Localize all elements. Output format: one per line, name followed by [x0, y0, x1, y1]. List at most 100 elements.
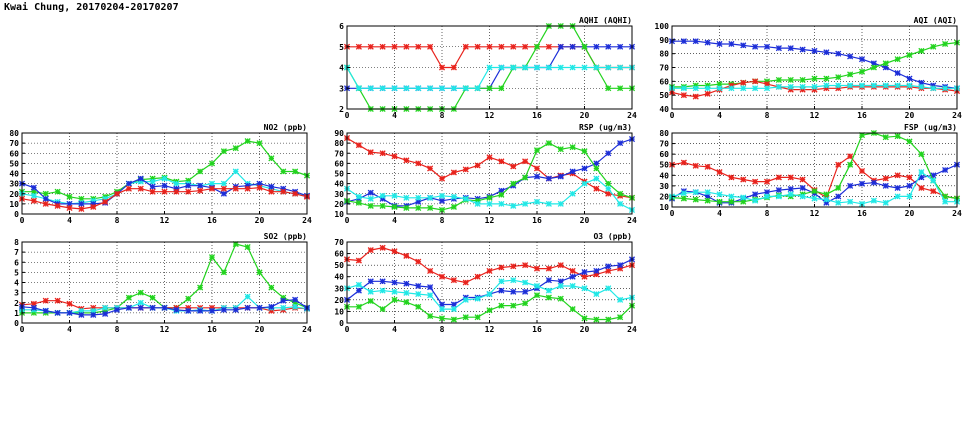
data-point-cyan	[498, 200, 505, 207]
data-point-green	[617, 85, 624, 92]
data-point-blue	[799, 46, 806, 53]
data-point-blue	[728, 40, 735, 48]
data-point-blue	[30, 184, 37, 191]
data-point-blue	[569, 43, 576, 50]
y-tick-label: 40	[334, 273, 344, 282]
data-point-red	[185, 188, 192, 195]
data-point-red	[882, 175, 889, 182]
data-point-cyan	[137, 299, 144, 306]
data-point-blue	[704, 39, 711, 46]
data-point-blue	[680, 38, 687, 45]
y-tick-label: 5	[339, 43, 344, 52]
data-point-cyan	[617, 200, 624, 207]
data-point-red	[704, 163, 711, 170]
data-point-cyan	[835, 82, 842, 89]
data-point-blue	[605, 263, 612, 270]
data-point-green	[847, 161, 854, 168]
data-point-cyan	[942, 85, 949, 92]
data-point-blue	[581, 165, 588, 172]
data-point-blue	[557, 173, 564, 180]
data-point-blue	[581, 269, 588, 276]
data-point-green	[522, 300, 529, 307]
data-point-red	[208, 185, 216, 192]
data-point-red	[545, 43, 552, 50]
data-point-green	[197, 284, 204, 291]
data-point-blue	[894, 69, 901, 77]
y-tick-label: 20	[659, 192, 669, 201]
y-tick-label: 20	[334, 200, 344, 209]
panel-aqhi: 0 4 8 12 16 20 24 2 3 4 5 6 AQHI (AQHI)	[339, 16, 637, 120]
series-line-green	[347, 294, 633, 321]
data-point-cyan	[716, 191, 723, 198]
data-point-green	[244, 244, 251, 251]
data-point-red	[581, 273, 588, 280]
x-tick-label: 24	[302, 216, 312, 225]
data-point-green	[942, 40, 949, 48]
x-tick-label: 0	[670, 111, 675, 120]
data-point-blue	[942, 166, 949, 174]
data-point-cyan	[870, 197, 877, 204]
data-point-red	[498, 43, 505, 50]
data-point-blue	[220, 190, 227, 197]
data-point-cyan	[811, 83, 818, 90]
data-point-red	[462, 279, 469, 286]
x-tick-label: 16	[857, 209, 867, 218]
data-point-green	[427, 312, 434, 320]
data-point-red	[533, 265, 541, 272]
data-point-green	[617, 190, 624, 197]
data-point-cyan	[811, 195, 818, 202]
data-point-red	[894, 172, 901, 179]
data-point-red	[740, 79, 747, 86]
data-point-cyan	[918, 83, 925, 90]
data-point-green	[581, 43, 588, 50]
data-point-red	[66, 204, 73, 211]
data-point-red	[220, 185, 227, 192]
chart-title: AQI (AQI)	[914, 16, 957, 25]
data-point-blue	[66, 309, 73, 316]
y-tick-label: 50	[659, 91, 669, 100]
data-point-red	[450, 64, 457, 71]
y-tick-label: 40	[9, 170, 19, 179]
data-point-green	[292, 168, 299, 175]
x-tick-label: 24	[302, 325, 312, 334]
x-tick-label: 4	[392, 325, 397, 334]
data-point-blue	[533, 173, 541, 180]
data-point-cyan	[438, 85, 446, 92]
data-point-cyan	[415, 291, 422, 298]
data-point-cyan	[894, 193, 901, 200]
data-point-cyan	[680, 85, 687, 92]
data-point-red	[605, 190, 612, 197]
y-tick-label: 60	[334, 250, 344, 259]
y-tick-label: 60	[659, 150, 669, 159]
data-point-red	[728, 174, 735, 181]
data-point-cyan	[593, 64, 600, 71]
data-point-blue	[137, 175, 144, 182]
data-point-red	[569, 267, 576, 274]
data-point-blue	[403, 280, 410, 287]
x-tick-label: 16	[532, 325, 542, 334]
x-tick-label: 12	[810, 209, 820, 218]
data-point-green	[244, 138, 251, 145]
data-point-green	[486, 85, 493, 92]
data-point-cyan	[173, 180, 180, 187]
y-tick-label: 30	[9, 180, 19, 189]
data-point-cyan	[220, 180, 227, 187]
data-point-blue	[569, 168, 576, 175]
x-tick-label: 8	[440, 325, 445, 334]
data-point-green	[716, 198, 723, 205]
data-point-blue	[185, 182, 192, 189]
data-point-red	[450, 169, 457, 176]
data-point-cyan	[391, 85, 398, 92]
data-point-green	[787, 76, 794, 84]
data-point-cyan	[522, 279, 529, 286]
data-point-cyan	[569, 190, 576, 197]
data-point-green	[208, 160, 216, 167]
data-point-red	[692, 93, 699, 100]
data-point-cyan	[462, 85, 469, 92]
data-point-green	[823, 191, 830, 198]
data-point-cyan	[280, 304, 287, 311]
data-point-green	[728, 198, 735, 205]
series-line-red	[346, 137, 633, 199]
data-point-cyan	[692, 85, 699, 92]
